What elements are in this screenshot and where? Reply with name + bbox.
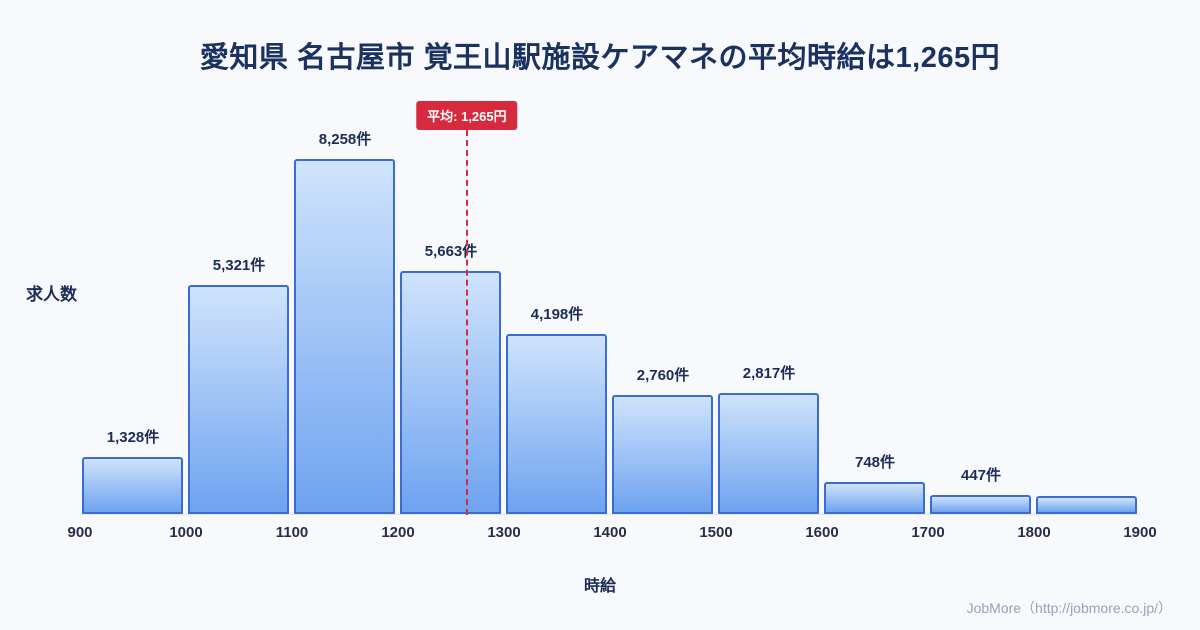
- plot-area: 1,328件 5,321件 8,258件 5,663件 4,198件 2,760件 2,81…: [80, 130, 1140, 515]
- histogram-bar: [718, 393, 819, 514]
- x-tick-label: 1900: [1123, 524, 1157, 541]
- x-tick-label: 1800: [1017, 524, 1051, 541]
- x-tick-label: 900: [67, 524, 93, 541]
- histogram-bar: [400, 271, 501, 514]
- x-tick-label: 1200: [381, 524, 415, 541]
- x-tick-label: 1100: [275, 524, 309, 541]
- bar-value-label: 447件: [960, 467, 1002, 484]
- histogram-bar: [294, 159, 395, 514]
- histogram-bar: [1036, 496, 1137, 514]
- bar-value-label: 5,663件: [424, 243, 478, 260]
- x-tick-label: 1500: [699, 524, 733, 541]
- bar-value-label: 5,321件: [212, 257, 266, 274]
- footer-credit: JobMore（http://jobmore.co.jp/）: [966, 600, 1172, 616]
- histogram-bar: [82, 457, 183, 514]
- average-badge: 平均: 1,265円: [416, 101, 518, 130]
- x-tick-label: 1700: [911, 524, 945, 541]
- bar-value-label: 4,198件: [530, 306, 584, 323]
- bar-value-label: 2,817件: [742, 365, 796, 382]
- x-tick-label: 1300: [487, 524, 521, 541]
- bar-value-label: 1,328件: [106, 429, 160, 446]
- histogram-bar: [506, 334, 607, 514]
- bar-value-label: 2,760件: [636, 367, 690, 384]
- x-axis-label: 時給: [583, 578, 616, 595]
- x-tick-label: 1600: [805, 524, 839, 541]
- bar-value-label: 748件: [854, 454, 896, 471]
- chart-title: 愛知県 名古屋市 覚王山駅施設ケアマネの平均時給は1,265円: [199, 42, 1001, 74]
- y-axis-label: 求人数: [26, 285, 77, 304]
- histogram-bar: [612, 395, 713, 514]
- x-tick-label: 1000: [169, 524, 203, 541]
- average-line: [465, 130, 468, 515]
- histogram-bar: [824, 482, 925, 514]
- x-axis-ticks: 900 1000 1100 1200 1300 1400 1500 1600 1700 1800 1…: [0, 524, 1200, 546]
- histogram-bar: [930, 495, 1031, 514]
- x-tick-label: 1400: [593, 524, 627, 541]
- histogram-bar: [188, 285, 289, 514]
- bar-value-label: 8,258件: [318, 131, 372, 148]
